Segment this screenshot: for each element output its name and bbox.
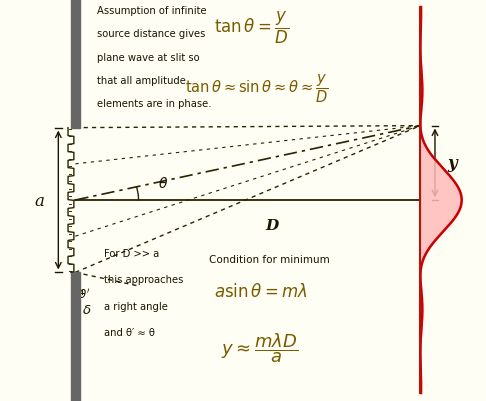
Text: Condition for minimum: Condition for minimum xyxy=(209,255,330,265)
Text: plane wave at slit so: plane wave at slit so xyxy=(97,53,200,63)
Text: For D >> a: For D >> a xyxy=(104,249,160,259)
Bar xyxy=(71,0,80,128)
Text: $\theta$: $\theta$ xyxy=(158,176,168,190)
Text: $\theta'$: $\theta'$ xyxy=(78,287,90,301)
Text: that all amplitude: that all amplitude xyxy=(97,76,186,86)
Text: $y \approx \dfrac{m\lambda D}{a}$: $y \approx \dfrac{m\lambda D}{a}$ xyxy=(221,331,298,365)
Text: elements are in phase.: elements are in phase. xyxy=(97,99,212,109)
Text: $a\sin\theta = m\lambda$: $a\sin\theta = m\lambda$ xyxy=(214,283,308,301)
Text: a: a xyxy=(34,192,44,209)
Text: a right angle: a right angle xyxy=(104,301,168,311)
Text: D: D xyxy=(265,219,279,233)
Text: $\tan\theta = \dfrac{y}{D}$: $\tan\theta = \dfrac{y}{D}$ xyxy=(214,10,289,46)
Text: Assumption of infinite: Assumption of infinite xyxy=(97,6,207,16)
Text: and θ′ ≈ θ: and θ′ ≈ θ xyxy=(104,327,156,337)
Text: $\tan\theta\approx\sin\theta\approx\theta\approx\dfrac{y}{D}$: $\tan\theta\approx\sin\theta\approx\thet… xyxy=(185,72,329,105)
Text: source distance gives: source distance gives xyxy=(97,29,206,39)
Text: this approaches: this approaches xyxy=(104,275,184,285)
Text: y: y xyxy=(447,155,457,172)
Text: $\delta$: $\delta$ xyxy=(82,303,91,316)
Bar xyxy=(71,273,80,401)
